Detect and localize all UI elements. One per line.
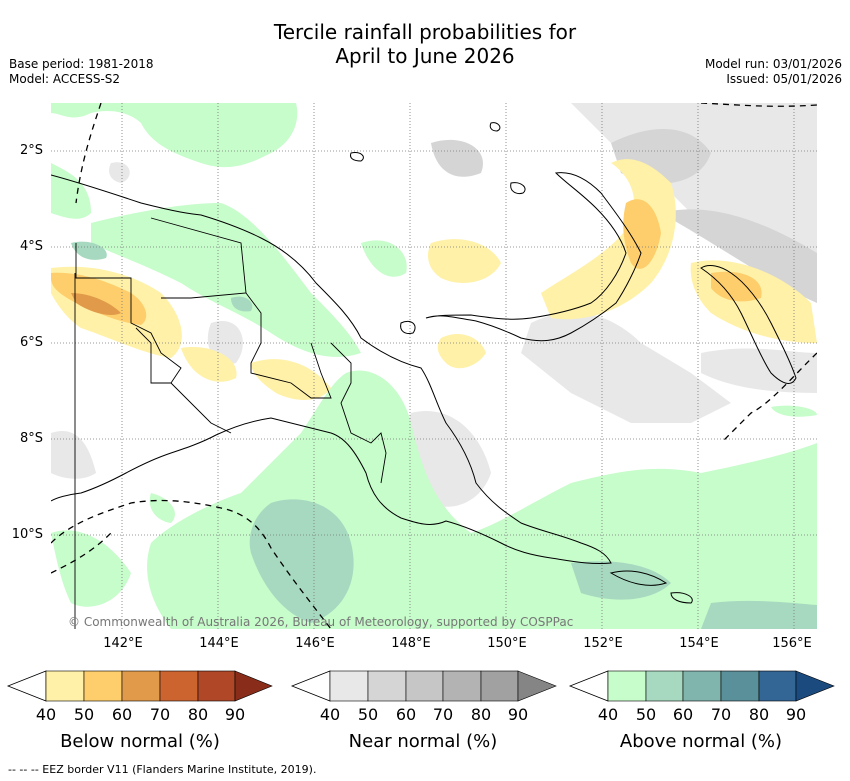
below-normal-label: Below normal (%): [60, 731, 220, 752]
above-tick-80: 80: [748, 705, 770, 724]
map-title: Tercile rainfall probabilities for April…: [0, 20, 850, 68]
colorbar-above: [568, 670, 835, 702]
above-tick-50: 50: [635, 705, 657, 724]
lon-label-156e: 156°E: [772, 636, 812, 651]
colorbar-near-swatch-70: [442, 670, 482, 702]
lon-label-148e: 148°E: [391, 636, 431, 651]
colorbar-below-swatch-90: [234, 670, 273, 702]
near-tick-50: 50: [357, 705, 379, 724]
title-line-1: Tercile rainfall probabilities for: [273, 20, 577, 44]
below-tick-80: 80: [187, 705, 209, 724]
near-tick-80: 80: [470, 705, 492, 724]
near-tick-40: 40: [319, 705, 341, 724]
colorbar-near: [290, 670, 557, 702]
colorbar-below-swatch-80: [197, 670, 236, 702]
colorbar-below-swatch-40: [45, 670, 85, 702]
eez-borders: [51, 103, 817, 629]
lon-label-150e: 150°E: [487, 636, 527, 651]
colorbar-above-swatch-50: [645, 670, 684, 702]
run-info: Model run: 03/01/2026 Issued: 05/01/2026: [705, 57, 842, 87]
colorbar-below-swatch-60: [121, 670, 161, 702]
colorbar-near-swatch-90: [517, 670, 557, 702]
title-line-2: April to June 2026: [335, 44, 515, 68]
near-tick-60: 60: [395, 705, 417, 724]
map-credit: © Commonwealth of Australia 2026, Bureau…: [68, 615, 573, 629]
colorbar-above-swatch-40: [607, 670, 647, 702]
above-normal-50: [71, 241, 817, 629]
below-normal-regions: [51, 159, 817, 400]
model-name: Model: ACCESS-S2: [9, 72, 121, 86]
below-tick-60: 60: [111, 705, 133, 724]
below-tick-70: 70: [149, 705, 171, 724]
colorbar-near-swatch-40: [329, 670, 369, 702]
colorbar-near-swatch-50: [367, 670, 407, 702]
lon-label-144e: 144°E: [199, 636, 239, 651]
lon-label-154e: 154°E: [679, 636, 719, 651]
lat-label-10s: 10°S: [11, 527, 43, 542]
coastlines: [51, 122, 797, 604]
probability-map: © Commonwealth of Australia 2026, Bureau…: [51, 103, 817, 629]
issued-date: Issued: 05/01/2026: [726, 72, 842, 86]
base-period: Base period: 1981-2018: [9, 57, 154, 71]
lon-label-152e: 152°E: [583, 636, 623, 651]
colorbar-below-swatch-50: [83, 670, 123, 702]
colorbar-above-swatch-70: [720, 670, 760, 702]
lat-label-2s: 2°S: [19, 143, 43, 158]
colorbar-below: [6, 670, 273, 702]
lat-label-8s: 8°S: [19, 431, 43, 446]
above-tick-60: 60: [672, 705, 694, 724]
above-tick-40: 40: [597, 705, 619, 724]
lat-label-6s: 6°S: [19, 335, 43, 350]
colorbar-near-swatch-60: [405, 670, 444, 702]
colorbar-above-swatch-60: [682, 670, 722, 702]
below-tick-40: 40: [35, 705, 57, 724]
model-info: Base period: 1981-2018 Model: ACCESS-S2: [9, 57, 154, 87]
colorbar-above-swatch-80: [758, 670, 797, 702]
colorbar-near-swatch-80: [480, 670, 519, 702]
graticule: [51, 103, 817, 629]
lon-label-142e: 142°E: [103, 636, 143, 651]
above-tick-70: 70: [710, 705, 732, 724]
colorbars: [6, 670, 835, 702]
province-borders: [74, 217, 387, 629]
colorbar-above-swatch-90: [795, 670, 835, 702]
model-run: Model run: 03/01/2026: [704, 57, 842, 71]
lon-label-146e: 146°E: [295, 636, 335, 651]
below-tick-50: 50: [73, 705, 95, 724]
near-tick-70: 70: [432, 705, 454, 724]
below-tick-90: 90: [224, 705, 246, 724]
above-tick-90: 90: [785, 705, 807, 724]
near-tick-90: 90: [507, 705, 529, 724]
lat-label-4s: 4°S: [19, 239, 43, 254]
colorbar-below-swatch-70: [159, 670, 199, 702]
eez-footnote: -- -- -- EEZ border V11 (Flanders Marine…: [8, 763, 317, 776]
below-normal-60: [71, 293, 121, 315]
near-normal-label: Near normal (%): [348, 731, 498, 752]
above-normal-label: Above normal (%): [619, 731, 783, 752]
